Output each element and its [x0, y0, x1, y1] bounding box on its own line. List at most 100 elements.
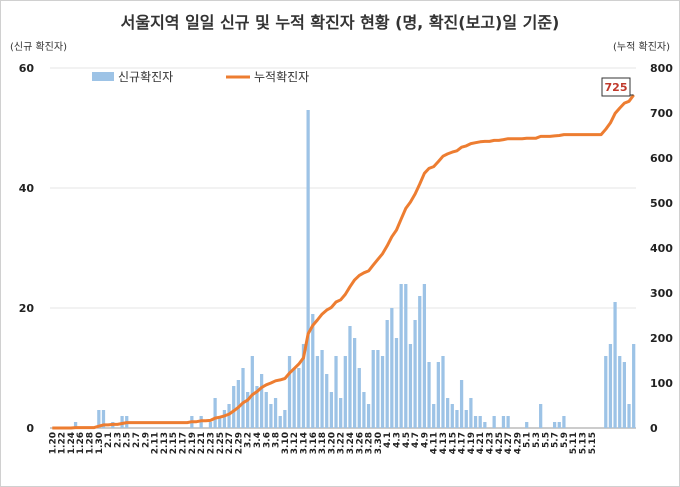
bar: [250, 356, 254, 428]
legend-bar-swatch: [92, 72, 114, 81]
x-tick-label: 1.28: [86, 432, 96, 454]
x-tick-label: 3.14: [299, 432, 309, 454]
bar: [506, 416, 510, 428]
right-tick-label: 500: [650, 197, 673, 210]
x-tick-label: 3.18: [318, 432, 328, 454]
x-axis: 1.20 1.22 1.24 1.26 1.28 1.30 2.1 2.3 2.5 2.7 2.9 2…: [48, 432, 597, 454]
bar: [380, 356, 385, 428]
bar: [362, 392, 366, 428]
bar: [348, 326, 352, 428]
x-tick-label: 3.30: [374, 432, 384, 454]
x-tick-label: 3.16: [309, 432, 319, 454]
bar: [446, 398, 450, 428]
bar: [608, 344, 613, 428]
x-tick-label: 3.2: [244, 432, 254, 448]
bar: [632, 344, 636, 428]
bar: [218, 416, 222, 428]
bar: [292, 368, 296, 428]
bar: [376, 350, 380, 428]
bar: [469, 398, 473, 428]
cumulative-line: [52, 94, 635, 430]
bar: [329, 392, 334, 428]
bar: [562, 416, 566, 428]
left-tick-label: 60: [19, 62, 35, 75]
right-tick-label: 100: [650, 377, 673, 390]
bar: [464, 410, 468, 428]
bar: [352, 338, 357, 428]
bar: [311, 314, 315, 428]
legend-bar-label: 신규확진자: [118, 70, 173, 84]
x-tick-label: 5.1: [523, 432, 533, 448]
x-tick-label: 5.3: [532, 432, 542, 448]
x-tick-label: 4.17: [458, 432, 468, 454]
left-tick-label: 20: [19, 302, 35, 315]
x-tick-label: 4.19: [467, 432, 477, 454]
x-tick-label: 2.11: [151, 432, 161, 454]
x-tick-label: 4.25: [495, 432, 505, 454]
bar: [255, 386, 259, 428]
bar: [385, 320, 389, 428]
bar: [325, 374, 329, 428]
bar: [213, 398, 217, 428]
x-tick-label: 3.4: [253, 432, 263, 448]
right-tick-label: 300: [650, 287, 673, 300]
bar: [357, 368, 361, 428]
bar: [264, 392, 268, 428]
x-tick-label: 2.25: [216, 432, 226, 454]
right-tick-label: 200: [650, 332, 673, 345]
annotation-callout: 725: [601, 77, 634, 97]
bar: [101, 410, 106, 428]
x-tick-label: 2.13: [160, 432, 170, 454]
bar: [432, 404, 436, 428]
right-axis-unit: (누적 확진자): [613, 41, 670, 53]
x-tick-label: 1.24: [67, 432, 77, 454]
x-tick-label: 3.22: [337, 432, 347, 454]
bar: [501, 416, 506, 428]
bar: [408, 344, 413, 428]
chart-title: 서울지역 일일 신규 및 누적 확진자 현황 (명, 확진(보고)일 기준): [121, 13, 560, 32]
bar: [366, 404, 371, 428]
x-tick-label: 4.11: [430, 432, 440, 454]
left-axis-unit: (신규 확진자): [10, 41, 67, 53]
x-tick-label: 4.27: [504, 432, 514, 454]
x-tick-label: 2.29: [234, 432, 244, 454]
bar: [222, 410, 227, 428]
right-y-axis: 0 100 200 300 400 500 600 700 800: [650, 62, 673, 435]
bar: [208, 422, 213, 428]
bar: [604, 356, 608, 428]
bar: [492, 416, 496, 428]
bar: [552, 422, 557, 428]
bar: [343, 356, 347, 428]
bar: [241, 368, 245, 428]
bar: [613, 302, 617, 428]
bar: [339, 398, 343, 428]
bar: [627, 404, 631, 428]
x-tick-label: 1.30: [95, 432, 105, 454]
x-tick-label: 2.19: [188, 432, 198, 454]
x-tick-label: 3.12: [290, 432, 300, 454]
legend: 신규확진자 누적확진자: [92, 70, 309, 84]
bar: [394, 338, 399, 428]
x-tick-label: 4.5: [402, 432, 412, 448]
x-tick-label: 3.20: [327, 432, 337, 454]
bar-series: [73, 110, 636, 428]
x-tick-label: 3.6: [262, 432, 272, 448]
x-tick-label: 2.7: [132, 432, 142, 448]
x-tick-label: 2.23: [206, 432, 216, 454]
right-tick-label: 700: [650, 107, 673, 120]
bar: [315, 356, 320, 428]
bar: [478, 416, 482, 428]
x-tick-label: 4.1: [383, 432, 393, 448]
bar: [618, 356, 622, 428]
x-tick-label: 2.1: [104, 432, 114, 448]
bar: [259, 374, 264, 428]
x-tick-label: 2.15: [169, 432, 179, 454]
x-tick-label: 5.11: [569, 432, 579, 454]
bar: [418, 296, 422, 428]
x-tick-label: 2.21: [197, 432, 207, 454]
x-tick-label: 5.13: [579, 432, 589, 454]
bar: [404, 284, 408, 428]
bar: [278, 416, 282, 428]
x-tick-label: 1.22: [58, 432, 68, 454]
